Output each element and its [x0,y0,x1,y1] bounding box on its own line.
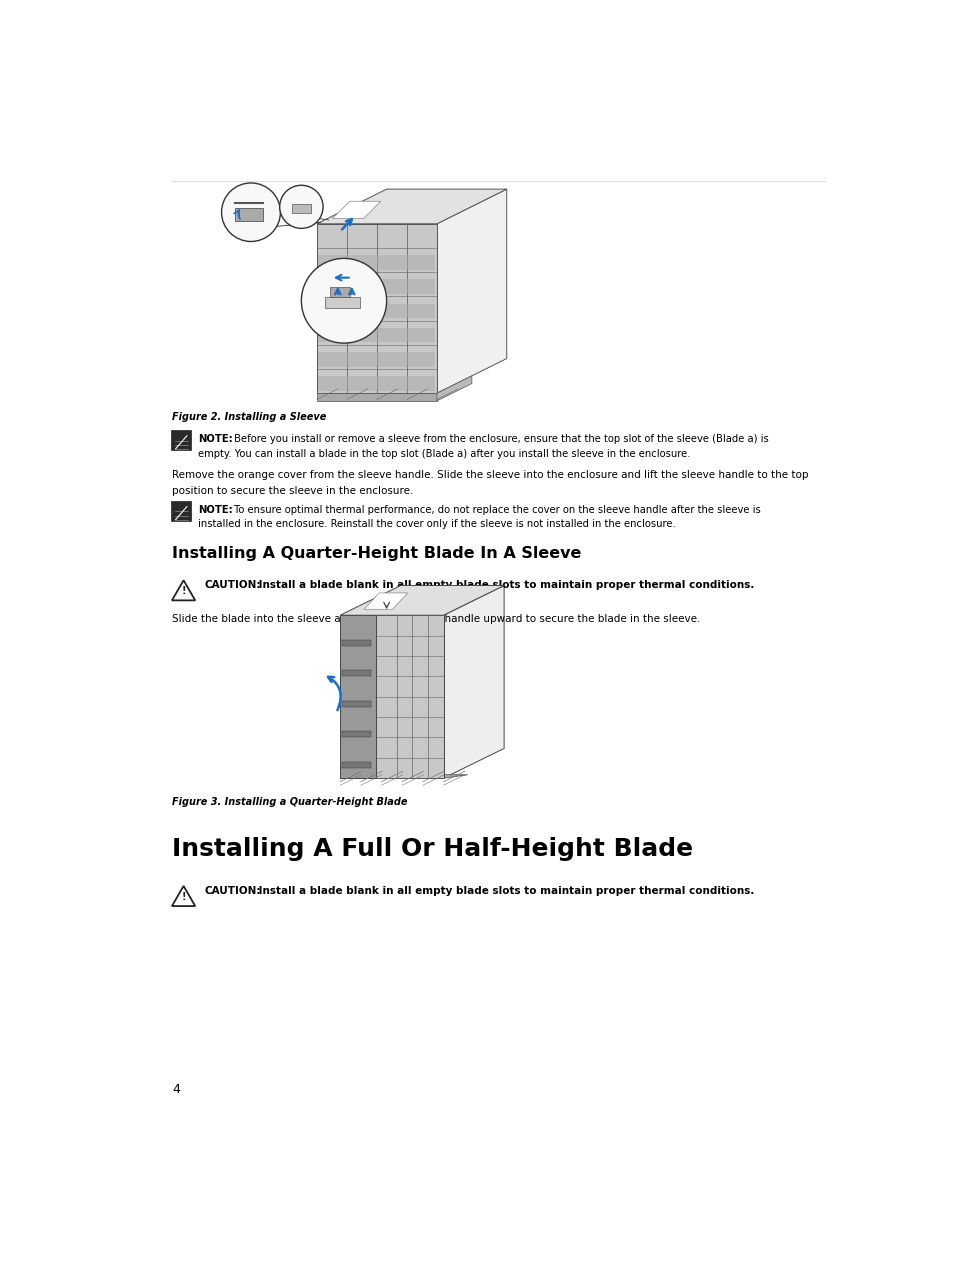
Text: NOTE:: NOTE: [198,505,233,515]
Circle shape [221,183,280,241]
Polygon shape [292,204,311,213]
Polygon shape [375,615,443,779]
Text: NOTE:: NOTE: [198,434,233,444]
Text: Slide the blade into the sleeve and rotate the blade handle upward to secure the: Slide the blade into the sleeve and rota… [172,614,700,624]
FancyBboxPatch shape [171,501,192,521]
Text: Install a blade blank in all empty blade slots to maintain proper thermal condit: Install a blade blank in all empty blade… [254,581,754,591]
Circle shape [279,185,323,228]
Polygon shape [318,279,435,294]
Text: !: ! [181,586,186,596]
Polygon shape [318,328,435,342]
Polygon shape [324,297,359,308]
Polygon shape [235,208,262,222]
Polygon shape [318,353,435,366]
Text: CAUTION:: CAUTION: [204,886,261,896]
Polygon shape [342,671,371,676]
Polygon shape [340,775,467,779]
Text: Installing A Quarter-Height Blade In A Sleeve: Installing A Quarter-Height Blade In A S… [172,547,580,562]
Polygon shape [340,615,375,779]
Text: Figure 2. Installing a Sleeve: Figure 2. Installing a Sleeve [172,412,326,422]
FancyBboxPatch shape [171,430,192,450]
Polygon shape [342,640,371,645]
Circle shape [301,259,386,344]
Text: CAUTION:: CAUTION: [204,581,261,591]
Polygon shape [342,701,371,706]
Text: 4: 4 [172,1083,179,1096]
Polygon shape [436,375,472,401]
Polygon shape [318,303,435,318]
Polygon shape [342,762,371,767]
Text: position to secure the sleeve in the enclosure.: position to secure the sleeve in the enc… [172,486,413,496]
Polygon shape [332,202,380,218]
Text: Remove the orange cover from the sleeve handle. Slide the sleeve into the enclos: Remove the orange cover from the sleeve … [172,470,807,481]
Text: Installing A Full Or Half-Height Blade: Installing A Full Or Half-Height Blade [172,837,692,861]
Polygon shape [436,189,506,393]
Polygon shape [364,593,407,610]
Text: empty. You can install a blade in the top slot (Blade a) after you install the s: empty. You can install a blade in the to… [198,449,690,459]
Text: Figure 3. Installing a Quarter-Height Blade: Figure 3. Installing a Quarter-Height Bl… [172,798,407,808]
Text: installed in the enclosure. Reinstall the cover only if the sleeve is not instal: installed in the enclosure. Reinstall th… [198,520,676,530]
Text: Before you install or remove a sleeve from the enclosure, ensure that the top sl: Before you install or remove a sleeve fr… [231,434,768,444]
Polygon shape [316,223,436,393]
Polygon shape [342,732,371,737]
Text: Install a blade blank in all empty blade slots to maintain proper thermal condit: Install a blade blank in all empty blade… [254,886,754,896]
Polygon shape [318,377,435,391]
Polygon shape [340,586,503,615]
Polygon shape [316,393,436,401]
Text: To ensure optimal thermal performance, do not replace the cover on the sleeve ha: To ensure optimal thermal performance, d… [231,505,760,515]
Polygon shape [443,586,503,779]
Polygon shape [316,189,506,223]
Polygon shape [318,255,435,270]
Text: !: ! [181,891,186,902]
Polygon shape [330,287,350,297]
